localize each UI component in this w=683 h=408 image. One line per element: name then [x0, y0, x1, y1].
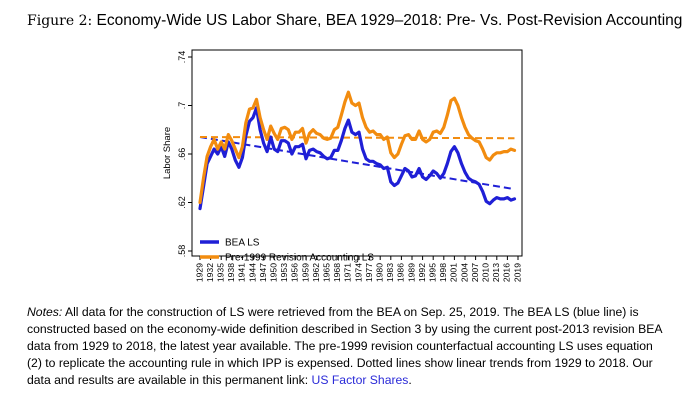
x-tick-label: 1995	[427, 263, 437, 282]
notes-tail: .	[408, 373, 412, 387]
figure-title-text: Economy-Wide US Labor Share, BEA 1929–20…	[96, 12, 683, 29]
x-axis: 1929 1932 1935 1938 1941 1944 1947 1950 1953 1956…	[194, 256, 522, 282]
x-tick-label: 1986	[396, 263, 406, 282]
x-tick-label: 1953	[279, 263, 289, 282]
x-tick-label: 1962	[311, 263, 321, 282]
bea-ls-trend-line	[199, 136, 515, 191]
x-tick-label: 2001	[449, 263, 459, 282]
x-tick-label: 2010	[480, 263, 490, 282]
plot-lines	[198, 90, 517, 211]
figure-label: Figure 2:	[27, 13, 93, 29]
x-tick-label: 1983	[385, 263, 395, 282]
x-tick-label: 1965	[321, 263, 331, 282]
x-tick-label: 1950	[268, 263, 278, 282]
x-tick-label: 1998	[438, 263, 448, 282]
x-tick-label: 2016	[502, 263, 512, 282]
x-tick-label: 2004	[459, 263, 469, 282]
x-tick-label: 1971	[343, 263, 353, 282]
y-axis-label: Labor Share	[162, 127, 173, 179]
y-tick-label: .74	[177, 51, 187, 64]
x-tick-label: 2007	[470, 263, 480, 282]
figure-notes: Notes: All data for the construction of …	[27, 304, 663, 389]
y-tick-label: .58	[177, 245, 187, 258]
labor-share-chart: .58.62.66.7.74 1929 1932 1935 1938 1941 1944 1…	[162, 49, 523, 282]
us-factor-shares-link[interactable]: US Factor Shares	[311, 373, 409, 387]
notes-lead: Notes:	[27, 305, 63, 319]
legend-label-bea-ls: BEA LS	[225, 238, 260, 249]
x-tick-label: 1944	[247, 263, 257, 282]
x-tick-label: 2019	[512, 263, 522, 282]
x-tick-label: 1932	[205, 263, 215, 282]
y-tick-label: .62	[177, 196, 187, 209]
y-tick-label: .66	[177, 148, 187, 161]
pre1999-series-line	[198, 90, 517, 205]
x-tick-label: 1956	[290, 263, 300, 282]
x-tick-label: 1947	[258, 263, 268, 282]
x-tick-label: 1935	[215, 263, 225, 282]
legend-label-pre1999: Pre-1999 Revision Accounting LS	[225, 253, 374, 264]
pre1999-trend-line	[199, 136, 515, 140]
plot-area-frame	[191, 49, 523, 257]
x-tick-label: 1959	[300, 263, 310, 282]
x-tick-label: 1938	[226, 263, 236, 282]
x-tick-label: 1992	[417, 263, 427, 282]
figure-title: Figure 2: Economy-Wide US Labor Share, B…	[27, 12, 682, 30]
y-tick-label: .7	[177, 102, 187, 110]
x-tick-label: 1968	[332, 263, 342, 282]
y-axis: .58 .62 .66 .7 .74	[177, 51, 192, 258]
x-tick-label: 1977	[364, 263, 374, 282]
x-tick-label: 1980	[374, 263, 384, 282]
notes-body: All data for the construction of LS were…	[27, 305, 662, 387]
x-tick-label: 1989	[406, 263, 416, 282]
x-tick-label: 1929	[194, 263, 204, 282]
bea-ls-series-line	[198, 106, 517, 211]
legend: BEA LS Pre-1999 Revision Accounting LS	[200, 238, 374, 264]
x-tick-label: 2013	[491, 263, 501, 282]
x-tick-label: 1941	[237, 263, 247, 282]
x-tick-label: 1974	[353, 263, 363, 282]
